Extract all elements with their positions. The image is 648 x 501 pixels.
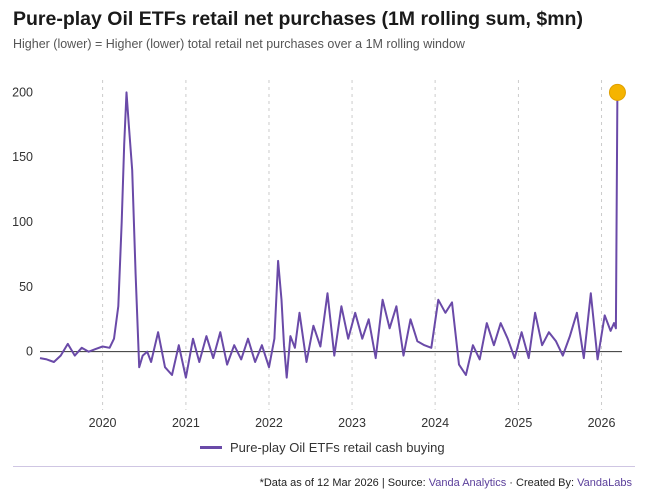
y-tick-label: 50 — [19, 280, 33, 294]
chart-title: Pure-play Oil ETFs retail net purchases … — [13, 8, 583, 30]
y-tick-label: 100 — [12, 215, 33, 229]
chart-subtitle: Higher (lower) = Higher (lower) total re… — [13, 37, 465, 51]
latest-point-marker — [608, 83, 626, 101]
footer-prefix: *Data as of 12 Mar 2026 | Source: — [259, 477, 429, 489]
y-tick-label: 200 — [12, 85, 33, 99]
x-tick-label: 2023 — [338, 416, 366, 430]
footer: *Data as of 12 Mar 2026 | Source: Vanda … — [260, 477, 632, 489]
x-tick-label: 2025 — [505, 416, 533, 430]
footer-source: Vanda Analytics — [428, 477, 507, 489]
x-tick-label: 2024 — [421, 416, 449, 430]
footer-sep: · Created By: — [506, 477, 578, 489]
legend: Pure-play Oil ETFs retail cash buying — [200, 440, 445, 455]
x-tick-label: 2022 — [255, 416, 283, 430]
x-tick-label: 2020 — [89, 416, 117, 430]
series-line — [39, 91, 619, 379]
legend-label: Pure-play Oil ETFs retail cash buying — [230, 440, 445, 455]
x-tick-label: 2021 — [172, 416, 200, 430]
legend-swatch — [200, 446, 222, 449]
footer-divider — [13, 466, 635, 467]
x-tick-label: 2026 — [588, 416, 616, 430]
y-tick-label: 0 — [26, 345, 33, 359]
footer-creator: VandaLabs — [577, 477, 632, 489]
y-tick-label: 150 — [12, 150, 33, 164]
